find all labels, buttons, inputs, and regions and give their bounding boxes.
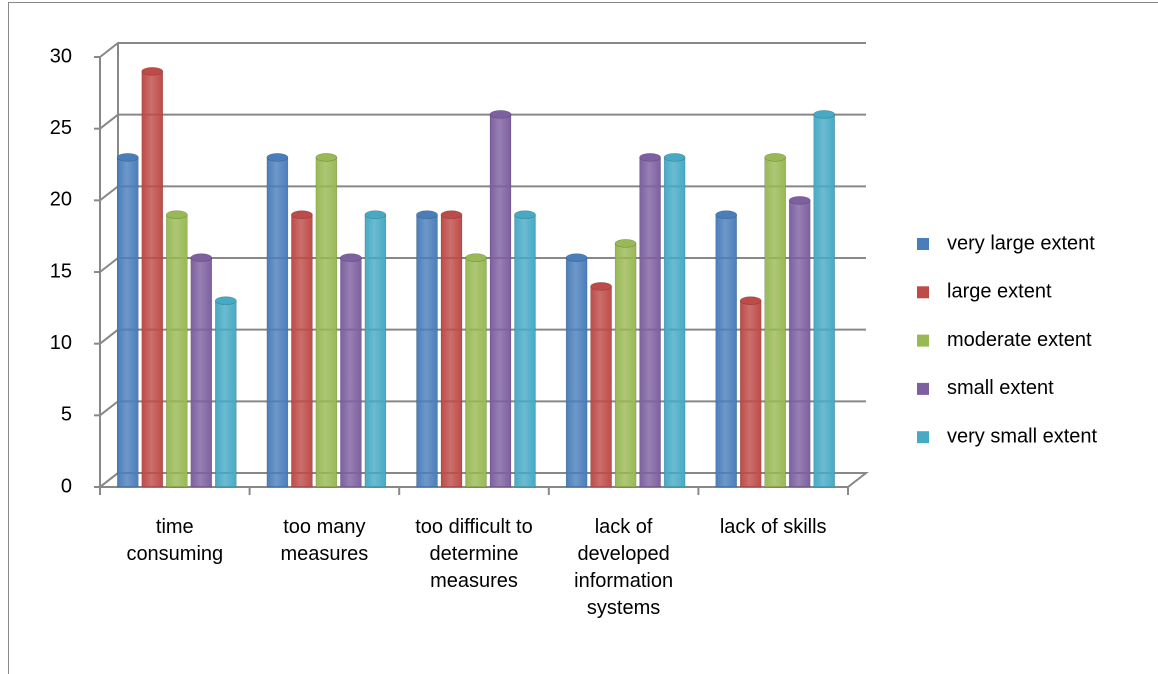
bar bbox=[663, 157, 686, 488]
bar bbox=[590, 286, 612, 488]
bar bbox=[715, 214, 737, 488]
legend-label: very small extent bbox=[947, 425, 1097, 447]
legend-swatch bbox=[917, 431, 929, 444]
bar-top bbox=[117, 153, 139, 162]
bar bbox=[340, 257, 362, 488]
x-tick-label: lack of skills bbox=[719, 516, 827, 538]
bar-top bbox=[190, 253, 213, 262]
legend-swatch bbox=[917, 286, 929, 299]
bar-top bbox=[340, 253, 362, 262]
chart-frame bbox=[8, 2, 1158, 674]
bar bbox=[266, 157, 289, 488]
bar bbox=[514, 214, 536, 488]
bar-top bbox=[614, 239, 637, 248]
bar bbox=[739, 300, 762, 488]
bar bbox=[788, 200, 811, 488]
bar bbox=[215, 300, 237, 488]
bar bbox=[141, 71, 164, 488]
x-tick-label: lack of developed information systems bbox=[574, 516, 674, 619]
bar bbox=[440, 214, 463, 488]
legend-swatch bbox=[917, 238, 929, 250]
bar-top bbox=[514, 210, 536, 219]
bar-top bbox=[639, 153, 661, 162]
bar-top bbox=[416, 210, 438, 219]
bar-top bbox=[663, 153, 686, 162]
bar bbox=[166, 214, 188, 488]
bar bbox=[190, 257, 213, 488]
bar-top bbox=[764, 153, 786, 162]
bar-top bbox=[291, 210, 313, 219]
bar bbox=[489, 114, 512, 488]
bar-top bbox=[440, 210, 463, 219]
y-tick-label: 15 bbox=[50, 260, 72, 282]
bar-top bbox=[788, 196, 811, 205]
grid-line bbox=[99, 42, 866, 58]
bar bbox=[565, 257, 588, 488]
grid-line bbox=[99, 113, 866, 130]
legend-label: small extent bbox=[947, 377, 1054, 399]
bar-top bbox=[166, 210, 188, 219]
bar-top bbox=[141, 67, 164, 76]
bar bbox=[291, 214, 313, 488]
bar-top bbox=[813, 110, 835, 119]
legend-swatch bbox=[917, 334, 929, 347]
bar-top bbox=[715, 210, 737, 219]
y-tick-label: 25 bbox=[50, 117, 72, 139]
x-tick-label: too difficult to determine measures bbox=[415, 516, 533, 592]
x-tick-label: too many measures bbox=[280, 516, 369, 565]
bar bbox=[117, 157, 139, 488]
legend-label: large extent bbox=[947, 281, 1052, 303]
bar bbox=[416, 214, 438, 488]
x-tick-label: time consuming bbox=[126, 516, 224, 565]
bar bbox=[614, 243, 637, 488]
legend-label: moderate extent bbox=[947, 329, 1092, 351]
y-tick-label: 30 bbox=[50, 45, 72, 67]
bar bbox=[764, 157, 786, 488]
y-tick-label: 10 bbox=[50, 332, 72, 354]
bar bbox=[465, 257, 487, 488]
bar-top bbox=[590, 282, 612, 291]
y-tick-label: 5 bbox=[61, 404, 72, 426]
grid-line bbox=[99, 185, 866, 202]
legend-label: very large extent bbox=[947, 232, 1095, 254]
bar-top bbox=[215, 296, 237, 305]
legend-swatch bbox=[917, 382, 929, 395]
bar-top bbox=[266, 153, 289, 162]
bar-top bbox=[364, 210, 387, 219]
bar-top bbox=[739, 296, 762, 305]
y-tick-label: 20 bbox=[50, 189, 72, 211]
bar bbox=[315, 157, 338, 488]
bar-top bbox=[465, 253, 487, 262]
bar-top bbox=[489, 110, 512, 119]
bar bbox=[639, 157, 661, 488]
bar-top bbox=[565, 253, 588, 262]
bar-top bbox=[315, 153, 338, 162]
y-tick-label: 0 bbox=[61, 475, 72, 497]
bar bbox=[364, 214, 387, 488]
bar bbox=[813, 114, 835, 488]
